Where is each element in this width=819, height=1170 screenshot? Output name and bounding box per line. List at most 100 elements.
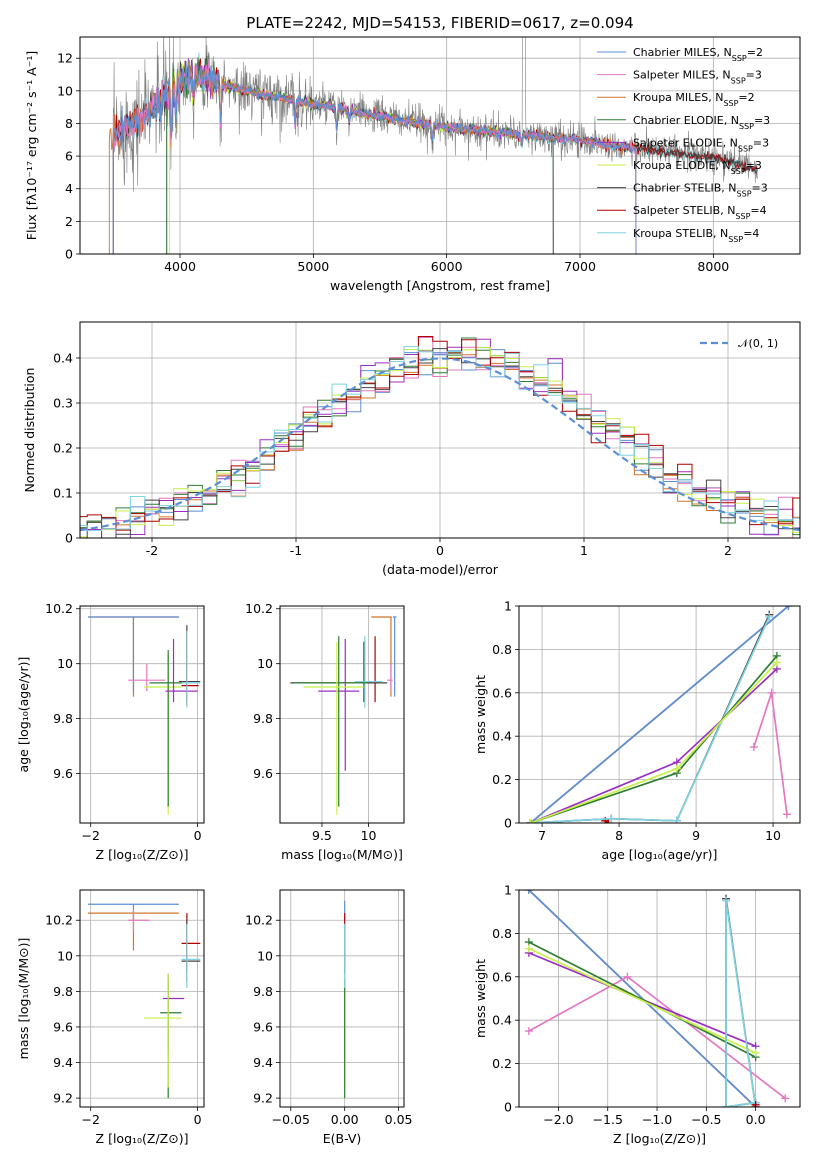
panel-6: −2 0 9.2 9.4 9.6 9.8 10 10.2 Z [log₁₀(Z/Z⊙)] mass… bbox=[16, 889, 205, 1146]
weight-point-chabrier-miles bbox=[524, 890, 533, 894]
weight-point-salpeter-miles bbox=[524, 1027, 533, 1036]
y-tick-label: 9.6 bbox=[253, 766, 273, 781]
x-tick-label: -1 bbox=[290, 543, 302, 558]
y-tick-label: 9.8 bbox=[253, 984, 273, 999]
residual-hist-salpeter-stelib bbox=[80, 336, 800, 531]
axes-frame bbox=[79, 36, 801, 255]
plot-area bbox=[80, 336, 800, 538]
axes-frame bbox=[79, 889, 205, 1108]
panel-1: 4000 5000 6000 7000 8000 0 2 4 6 8 10 12 wavelength … bbox=[24, 36, 801, 293]
y-tick-label: 0 bbox=[65, 247, 73, 262]
weight-point-kroupa-elodie bbox=[672, 764, 681, 773]
y-tick-label: 0.6 bbox=[492, 969, 512, 984]
y-axis-label: mass [log₁₀(M/M⊙)] bbox=[16, 938, 31, 1060]
weight-point-salpeter-miles bbox=[749, 743, 758, 752]
y-axis-label: mass weight bbox=[473, 959, 488, 1038]
y-tick-label: 10 bbox=[257, 656, 273, 671]
weight-point-salpeter-miles bbox=[781, 1094, 790, 1103]
y-tick-label: 10 bbox=[257, 948, 273, 963]
x-tick-label: 10 bbox=[765, 828, 781, 843]
x-tick-label: 5000 bbox=[297, 259, 329, 274]
x-axis-label: age [log₁₀(age/yr)] bbox=[602, 847, 718, 862]
x-tick-label: 7 bbox=[538, 828, 546, 843]
y-tick-label: 0.2 bbox=[492, 772, 512, 787]
weight-line-kroupa-elodie bbox=[528, 947, 756, 1054]
weight-point-kroupa-elodie bbox=[526, 819, 535, 823]
x-tick-label: 0.05 bbox=[385, 1112, 413, 1127]
y-tick-label: 9.6 bbox=[53, 1019, 73, 1034]
legend-entry: Kroupa MILES, NSSP=2 bbox=[633, 91, 755, 108]
x-tick-label: −2 bbox=[81, 1112, 99, 1127]
y-tick-label: 0.4 bbox=[492, 1013, 512, 1028]
plot-area bbox=[526, 606, 793, 823]
weight-point-kroupa-elodie bbox=[751, 1048, 760, 1057]
residual-hist-chabrier-elodie bbox=[80, 337, 800, 536]
x-tick-label: −2 bbox=[81, 828, 99, 843]
weight-point-salpeter-miles bbox=[767, 688, 776, 697]
x-tick-label: 0 bbox=[436, 543, 444, 558]
weight-point-salpeter-stelib bbox=[751, 1100, 760, 1107]
y-tick-label: 9.4 bbox=[53, 1055, 73, 1070]
weight-line-chabrier-elodie bbox=[528, 941, 756, 1058]
axes-frame bbox=[518, 889, 801, 1108]
plot-area bbox=[524, 890, 790, 1107]
x-tick-label: −2.0 bbox=[543, 1112, 573, 1127]
model-spectrum-chabrier-miles bbox=[112, 59, 637, 254]
y-tick-label: 9.6 bbox=[253, 1019, 273, 1034]
y-tick-label: 0.8 bbox=[492, 926, 512, 941]
y-tick-label: 0.2 bbox=[53, 441, 73, 456]
x-axis-label: Z [log₁₀(Z/Z⊙)] bbox=[96, 847, 189, 862]
x-tick-label: −1.5 bbox=[593, 1112, 623, 1127]
residual-hist-chabrier-miles bbox=[80, 347, 800, 535]
legend-entry: Salpeter STELIB, NSSP=4 bbox=[633, 204, 767, 221]
plot-area bbox=[88, 616, 201, 815]
y-tick-label: 0.1 bbox=[53, 486, 73, 501]
y-tick-label: 9.8 bbox=[253, 711, 273, 726]
y-tick-label: 0 bbox=[504, 816, 512, 831]
x-axis-label: E(B-V) bbox=[323, 1131, 362, 1146]
y-tick-label: 4 bbox=[65, 181, 73, 196]
weight-line-chabrier-miles bbox=[529, 606, 790, 823]
y-tick-label: 2 bbox=[65, 214, 73, 229]
legend-entry: 𝒩(0, 1) bbox=[738, 337, 778, 350]
x-tick-label: -2 bbox=[146, 543, 158, 558]
y-tick-label: 8 bbox=[65, 116, 73, 131]
y-tick-label: 0.8 bbox=[492, 642, 512, 657]
y-tick-label: 0.2 bbox=[492, 1056, 512, 1071]
x-tick-label: 9 bbox=[692, 828, 700, 843]
weight-point-kroupa-elodie bbox=[524, 944, 533, 953]
legend-entry: Chabrier STELIB, NSSP=3 bbox=[633, 182, 768, 199]
weight-point-kroupa-stelib bbox=[722, 1103, 731, 1107]
y-tick-label: 0 bbox=[65, 531, 73, 546]
legend-entry: Chabrier ELODIE, NSSP=3 bbox=[633, 114, 770, 131]
legend: Chabrier MILES, NSSP=2 Salpeter MILES, NS… bbox=[597, 46, 770, 243]
weight-point-salpeter-miles bbox=[782, 810, 791, 819]
x-axis-label: (data-model)/error bbox=[382, 562, 499, 577]
x-axis-label: wavelength [Angstrom, rest frame] bbox=[330, 278, 550, 293]
x-tick-label: 4000 bbox=[164, 259, 196, 274]
y-tick-label: 9.4 bbox=[253, 1055, 273, 1070]
x-tick-label: 0.00 bbox=[331, 1112, 359, 1127]
weight-point-salpeter-miles bbox=[623, 972, 632, 981]
x-tick-label: 8 bbox=[615, 828, 623, 843]
y-axis-label: Flux [fλ10⁻¹⁷ erg cm⁻² s⁻¹ A⁻¹] bbox=[24, 51, 39, 240]
y-tick-label: 9.8 bbox=[53, 711, 73, 726]
legend-entry: Kroupa STELIB, NSSP=4 bbox=[633, 227, 759, 244]
y-tick-label: 0.4 bbox=[53, 351, 73, 366]
legend: 𝒩(0, 1) bbox=[700, 337, 778, 350]
weight-line-salpeter-miles bbox=[752, 692, 788, 815]
residual-hist-salpeter-miles bbox=[80, 337, 800, 538]
weight-point-kroupa-elodie bbox=[772, 658, 781, 667]
y-tick-label: 0.3 bbox=[53, 396, 73, 411]
panel-8: −2.0 −1.5 −1.0 −0.5 0.0 0 0.2 0.4 0.6 0.8 1 Z [log₁… bbox=[473, 883, 801, 1146]
y-tick-label: 10.2 bbox=[45, 913, 73, 928]
axes-frame bbox=[279, 889, 405, 1108]
x-tick-label: 0.0 bbox=[746, 1112, 766, 1127]
residual-hist-kroupa-stelib bbox=[80, 346, 800, 532]
weight-line-salpeter-elodie bbox=[530, 668, 778, 823]
x-tick-label: 1 bbox=[580, 543, 588, 558]
y-tick-label: 9.6 bbox=[53, 766, 73, 781]
figure-title: PLATE=2242, MJD=54153, FIBERID=0617, z=0… bbox=[246, 14, 633, 32]
x-tick-label: −0.05 bbox=[272, 1112, 310, 1127]
